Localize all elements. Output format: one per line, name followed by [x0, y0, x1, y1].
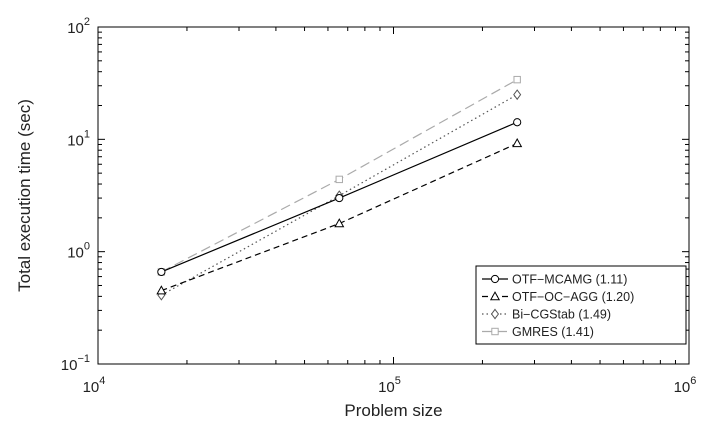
legend-entry: GMRES (1.41)	[482, 325, 594, 339]
legend-entry: Bi−CGStab (1.49)	[482, 308, 611, 322]
data-point	[335, 193, 344, 203]
y-tick-label: 101	[67, 128, 90, 149]
x-tick-label: 104	[83, 375, 106, 396]
legend-marker	[490, 308, 500, 320]
series-circle	[157, 118, 522, 277]
legend: OTF−MCAMG (1.11) OTF−OC−AGG (1.20) Bi−CGSt…	[475, 265, 687, 345]
legend-marker	[490, 274, 500, 284]
data-point	[513, 75, 521, 84]
x-tick-label: 105	[378, 375, 401, 396]
legend-entry: OTF−MCAMG (1.11)	[482, 273, 627, 287]
series-triangle	[156, 137, 523, 295]
series-layer	[156, 75, 523, 301]
legend-label: GMRES (1.41)	[512, 325, 594, 339]
y-tick-label: 10−1	[61, 353, 90, 374]
y-tick-label: 102	[67, 16, 90, 37]
y-tick-label: 100	[67, 241, 90, 262]
legend-entry: OTF−OC−AGG (1.20)	[482, 290, 634, 304]
legend-label: OTF−MCAMG (1.11)	[512, 273, 627, 287]
axis-ticks	[97, 27, 689, 365]
data-point	[156, 285, 167, 295]
legend-marker	[489, 291, 501, 301]
y-axis-title: Total execution time (sec)	[15, 99, 34, 292]
data-point	[334, 218, 345, 228]
legend-label: OTF−OC−AGG (1.20)	[512, 290, 634, 304]
data-point	[513, 118, 522, 127]
data-point	[513, 89, 522, 101]
legend-marker	[491, 327, 499, 336]
legend-box	[475, 265, 687, 345]
x-axis-title: Problem size	[344, 401, 442, 420]
x-tick-label: 106	[674, 375, 697, 396]
y-tick-labels: 10−1 100 101 102	[61, 16, 90, 374]
legend-label: Bi−CGStab (1.49)	[512, 308, 611, 322]
x-tick-labels: 104 105 106	[83, 375, 697, 396]
data-point	[157, 267, 166, 277]
data-point	[512, 137, 523, 148]
data-point	[335, 175, 343, 184]
